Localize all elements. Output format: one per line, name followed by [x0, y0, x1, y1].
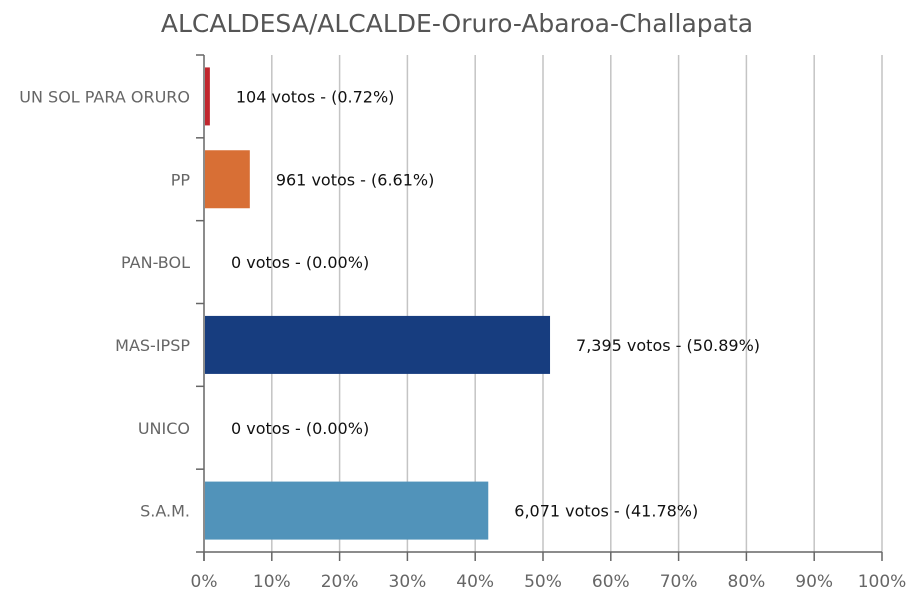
data-label: 7,395 votos - (50.89%)	[576, 336, 760, 355]
x-tick-label: 30%	[389, 572, 427, 592]
data-label: 104 votos - (0.72%)	[236, 87, 395, 106]
bar	[205, 315, 551, 374]
bar	[205, 481, 489, 540]
category-label: S.A.M.	[140, 502, 190, 521]
x-tick-label: 10%	[253, 572, 291, 592]
bar	[205, 150, 250, 209]
category-label: PAN-BOL	[121, 253, 190, 272]
x-tick-label: 20%	[321, 572, 359, 592]
bar	[205, 67, 210, 126]
chart-title: ALCALDESA/ALCALDE-Oruro-Abaroa-Challapat…	[161, 9, 753, 38]
x-tick-label: 100%	[858, 572, 907, 592]
category-label: UNICO	[138, 419, 190, 438]
category-label: PP	[171, 170, 191, 189]
data-label: 6,071 votos - (41.78%)	[514, 502, 698, 521]
x-tick-label: 50%	[524, 572, 562, 592]
x-tick-label: 90%	[795, 572, 833, 592]
x-tick-label: 0%	[191, 572, 218, 592]
x-tick-label: 70%	[660, 572, 698, 592]
x-tick-label: 40%	[456, 572, 494, 592]
data-label: 0 votos - (0.00%)	[231, 419, 369, 438]
data-label: 0 votos - (0.00%)	[231, 253, 369, 272]
data-label: 961 votos - (6.61%)	[276, 170, 435, 189]
x-tick-label: 60%	[592, 572, 630, 592]
x-tick-label: 80%	[728, 572, 766, 592]
category-label: UN SOL PARA ORURO	[19, 87, 190, 106]
category-label: MAS-IPSP	[115, 336, 190, 355]
